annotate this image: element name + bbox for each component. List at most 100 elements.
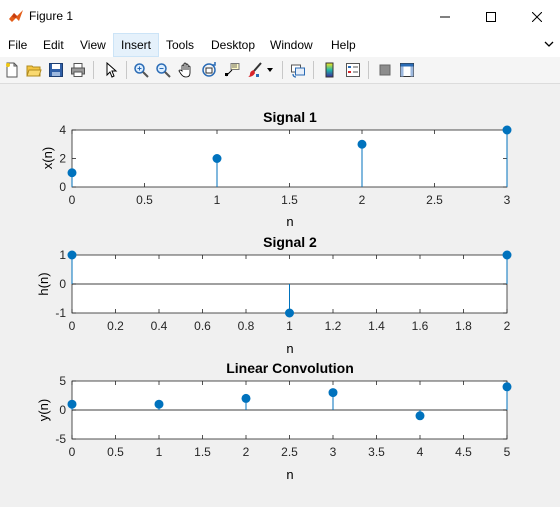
window-titlebar: Figure 1 — [0, 0, 560, 33]
plot-title: Signal 1 — [263, 109, 317, 125]
x-tick-label: 1.4 — [368, 319, 385, 333]
x-tick-label: 2 — [359, 193, 366, 207]
insert-legend-icon — [346, 63, 360, 77]
close-button[interactable] — [514, 0, 560, 33]
menu-tools[interactable]: Tools — [166, 38, 195, 52]
y-tick-label: 2 — [59, 152, 66, 166]
y-tick-label: 0 — [59, 403, 66, 417]
insert-colorbar-icon — [325, 62, 334, 78]
y-tick-label: -5 — [55, 432, 66, 446]
stem-marker — [67, 399, 77, 409]
dock-arrow-icon[interactable] — [544, 39, 554, 49]
x-tick-label: 0.8 — [238, 319, 255, 333]
insert-colorbar-button[interactable] — [320, 60, 340, 80]
subplot-1[interactable]: Signal 1 n x(n) 0 0.5 1 1.5 2 2.5 3 0 2 4 — [40, 109, 512, 229]
stem-marker — [502, 125, 512, 135]
zoom-in-icon — [134, 63, 149, 78]
subplot-2[interactable]: Signal 2 n h(n) 0 0.2 0.4 0.6 0.8 1 1.2 1.4 1.6 1… — [36, 234, 512, 356]
x-tick-label: 0 — [69, 193, 76, 207]
brush-dropdown-button[interactable] — [264, 60, 276, 80]
x-tick-label: 0.5 — [136, 193, 153, 207]
x-tick-label: 1 — [156, 445, 163, 459]
y-tick-label: 0 — [59, 180, 66, 194]
subplot-3[interactable]: Linear Convolution n y(n) 0 0.5 1 1.5 2 2.5 3 3… — [36, 360, 512, 482]
stem-marker — [328, 388, 338, 398]
zoom-out-icon — [156, 63, 171, 78]
menu-desktop[interactable]: Desktop — [211, 38, 256, 52]
x-tick-label: 5 — [504, 445, 511, 459]
edit-plot-arrow-icon — [106, 62, 118, 78]
toolbar-separator — [282, 61, 283, 79]
x-tick-label: 4.5 — [455, 445, 472, 459]
brush-icon — [248, 62, 262, 77]
stem-marker — [502, 250, 512, 260]
x-tick-label: 0 — [69, 319, 76, 333]
x-tick-label: 2 — [243, 445, 250, 459]
y-axis-label: y(n) — [36, 399, 51, 421]
zoom-in-button[interactable] — [131, 60, 151, 80]
maximize-icon — [486, 11, 496, 22]
edit-plot-button[interactable] — [101, 60, 121, 80]
stem-marker — [67, 168, 77, 178]
insert-legend-button[interactable] — [343, 60, 363, 80]
x-tick-label: 1.5 — [194, 445, 211, 459]
y-tick-label: -1 — [55, 306, 66, 320]
figure-canvas[interactable]: Signal 1 n x(n) 0 0.5 1 1.5 2 2.5 3 0 2 4 Signal … — [0, 85, 560, 504]
open-file-button[interactable] — [24, 60, 44, 80]
x-tick-label: 1.5 — [281, 193, 298, 207]
link-plot-icon — [291, 64, 305, 78]
save-button[interactable] — [46, 60, 66, 80]
y-axis-label: x(n) — [40, 147, 55, 169]
new-figure-button[interactable] — [2, 60, 22, 80]
toolbar-separator — [126, 61, 127, 79]
y-tick-label: 5 — [59, 374, 66, 388]
figure-plot-area[interactable]: Signal 1 n x(n) 0 0.5 1 1.5 2 2.5 3 0 2 4 Signal … — [0, 85, 560, 504]
plot-title: Signal 2 — [263, 234, 317, 250]
menu-window[interactable]: Window — [270, 38, 313, 52]
x-tick-label: 0.6 — [194, 319, 211, 333]
brush-button[interactable] — [245, 60, 265, 80]
x-tick-label: 3.5 — [368, 445, 385, 459]
toolbar-separator — [93, 61, 94, 79]
stem-marker — [212, 154, 222, 163]
zoom-out-button[interactable] — [153, 60, 173, 80]
menu-insert[interactable]: Insert — [113, 33, 160, 57]
x-tick-label: 3 — [330, 445, 337, 459]
hide-plot-tools-icon — [379, 64, 391, 76]
x-tick-label: 1.6 — [412, 319, 429, 333]
stem-marker — [241, 393, 251, 403]
print-button[interactable] — [68, 60, 88, 80]
new-figure-icon — [6, 62, 18, 78]
minimize-icon — [440, 16, 450, 17]
menu-edit[interactable]: Edit — [43, 38, 64, 52]
brush-dropdown-icon — [267, 68, 273, 72]
x-axis-label: n — [286, 467, 293, 482]
close-icon — [532, 11, 542, 22]
menu-file[interactable]: File — [8, 38, 28, 52]
x-tick-label: 1 — [286, 319, 293, 333]
hide-plot-tools-button[interactable] — [375, 60, 395, 80]
plot-title: Linear Convolution — [226, 360, 354, 376]
show-plot-tools-button[interactable] — [397, 60, 417, 80]
link-plot-button[interactable] — [288, 60, 308, 80]
rotate-3d-button[interactable] — [199, 60, 219, 80]
y-tick-label: 0 — [59, 277, 66, 291]
pan-button[interactable] — [176, 60, 196, 80]
maximize-button[interactable] — [468, 0, 514, 33]
minimize-button[interactable] — [422, 0, 468, 33]
menu-view[interactable]: View — [80, 38, 106, 52]
x-tick-label: 1 — [214, 193, 221, 207]
x-tick-label: 0.5 — [107, 445, 124, 459]
rotate-3d-icon — [202, 62, 216, 77]
menu-bar: File Edit View Insert Tools Desktop Wind… — [0, 33, 560, 57]
menu-help[interactable]: Help — [331, 38, 356, 52]
data-cursor-button[interactable] — [222, 60, 242, 80]
x-tick-label: 4 — [417, 445, 424, 459]
x-tick-label: 3 — [504, 193, 511, 207]
y-tick-label: 4 — [59, 123, 66, 137]
x-tick-label: 2.5 — [426, 193, 443, 207]
pan-hand-icon — [178, 62, 191, 78]
print-icon — [71, 63, 85, 77]
x-tick-label: 1.8 — [455, 319, 472, 333]
toolbar-separator — [368, 61, 369, 79]
